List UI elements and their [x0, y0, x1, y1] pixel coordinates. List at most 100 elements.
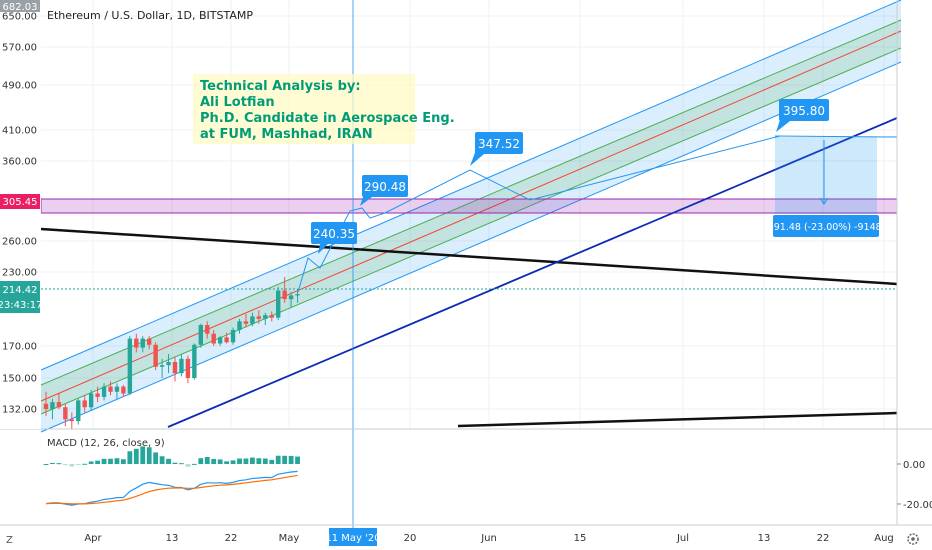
- candle-body: [185, 358, 191, 378]
- candle-body: [198, 325, 203, 345]
- macd-histogram-bar: [114, 458, 120, 464]
- macd-histogram-bar: [56, 463, 62, 465]
- candle-body: [147, 338, 152, 345]
- x-tick-label: 22: [817, 533, 830, 544]
- macd-histogram-bar: [198, 458, 204, 464]
- candle: [185, 355, 191, 384]
- candle: [198, 323, 203, 348]
- macd-histogram-bar: [262, 458, 268, 464]
- measure-label: -91.48 (-23.00%) -9148: [770, 215, 882, 237]
- macd-label: MACD (12, 26, close, 9): [47, 438, 165, 449]
- analysis-line-1: Technical Analysis by:: [200, 79, 361, 94]
- analysis-line-3: Ph.D. Candidate in Aerospace Eng.: [200, 111, 455, 126]
- candle: [263, 312, 268, 326]
- candle-body: [153, 344, 158, 367]
- grid: [41, 0, 897, 429]
- time-axis: Apr 13 22 May 11 May '20 20 Jun 15 Jul 13 22 Aug: [84, 528, 894, 546]
- regression-channel: [40, 0, 902, 433]
- y-tick-label: 260.00: [2, 237, 37, 248]
- top-price-tag: 682.03: [0, 0, 40, 13]
- candle: [88, 390, 94, 411]
- macd-histogram-bar: [237, 458, 242, 464]
- macd-histogram-bar: [62, 464, 68, 466]
- trendline-black-descending: [40, 227, 898, 286]
- analysis-line-2: Ali Lotfian: [200, 95, 275, 110]
- macd-histogram-bar: [101, 458, 107, 464]
- candle: [230, 327, 236, 345]
- macd-histogram-bar: [224, 461, 229, 464]
- candle: [282, 276, 287, 303]
- macd-histogram-bar: [230, 460, 236, 464]
- target-callout-3: 347.52: [470, 132, 523, 166]
- macd-histogram-bar: [217, 459, 223, 464]
- candle-body: [101, 386, 107, 397]
- target-label-3: 347.52: [478, 137, 520, 151]
- candle-body: [166, 362, 171, 366]
- macd-signal-line: [45, 474, 298, 505]
- candle: [69, 412, 74, 430]
- y-tick-label: 360.00: [2, 157, 37, 168]
- candle: [166, 354, 171, 374]
- macd-histogram-bar: [146, 447, 152, 464]
- candle-body: [140, 338, 145, 348]
- x-tick-label: May: [279, 533, 300, 544]
- y-tick-label: 150.00: [2, 374, 37, 385]
- candle: [269, 311, 274, 322]
- candle-body: [114, 386, 120, 392]
- y-tick-label: 490.00: [2, 81, 37, 92]
- last-price-text: 214.42: [3, 285, 38, 296]
- candle: [50, 398, 55, 420]
- candle-body: [288, 295, 294, 300]
- macd-histogram-bar: [243, 458, 249, 464]
- candle-body: [295, 294, 300, 296]
- candle: [121, 384, 126, 397]
- candle: [243, 313, 249, 328]
- candle-body: [95, 393, 100, 397]
- channel-inner-lower-line: [40, 47, 902, 415]
- candle: [276, 286, 281, 321]
- measure-box: [775, 137, 877, 214]
- x-tick-label: 13: [758, 533, 771, 544]
- candle-body: [269, 315, 274, 318]
- candle-body: [205, 325, 210, 334]
- candle-body: [50, 402, 55, 409]
- candle: [179, 354, 184, 377]
- candle-body: [217, 337, 223, 344]
- macd-histogram-bar: [75, 464, 81, 465]
- candle: [192, 343, 197, 380]
- last-price-tag: 214.42 23:43:17: [0, 281, 42, 313]
- countdown-text: 23:43:17: [0, 300, 42, 311]
- macd-histogram-bar: [282, 455, 288, 464]
- x-tick-label: 15: [574, 533, 587, 544]
- candle: [256, 310, 262, 324]
- candle: [134, 333, 139, 353]
- trendline-black-lower: [457, 411, 898, 428]
- macd-histogram-bar: [275, 455, 281, 464]
- candle: [295, 289, 300, 303]
- resistance-zone: [40, 198, 898, 214]
- target-label-4: 395.80: [783, 104, 825, 118]
- channel-inner-upper-line: [40, 19, 902, 386]
- candle-body: [256, 316, 262, 319]
- price-axis: 132.00 150.00 170.00 230.00 260.00 360.00 410.…: [2, 12, 37, 416]
- candle-body: [108, 386, 113, 392]
- projection-path: [297, 135, 781, 293]
- candle: [211, 329, 216, 346]
- macd-histogram-bar: [166, 458, 171, 464]
- crosshair-price-tag: 305.45: [0, 194, 40, 209]
- candle-body: [127, 338, 133, 394]
- macd-histogram-bar: [269, 459, 275, 464]
- candle: [76, 398, 81, 425]
- candle-body: [243, 321, 249, 324]
- x-tick-label: Jun: [480, 533, 497, 544]
- corner-label[interactable]: Z: [6, 535, 13, 546]
- candle-body: [179, 358, 184, 374]
- x-tick-label: 13: [166, 533, 179, 544]
- candle-body: [192, 344, 197, 378]
- settings-gear-icon[interactable]: [907, 533, 919, 545]
- x-tick-label: Aug: [874, 533, 894, 544]
- channel-upper-line: [40, 0, 902, 371]
- target-label-1: 240.35: [313, 227, 355, 241]
- macd-histogram-bar: [211, 458, 217, 464]
